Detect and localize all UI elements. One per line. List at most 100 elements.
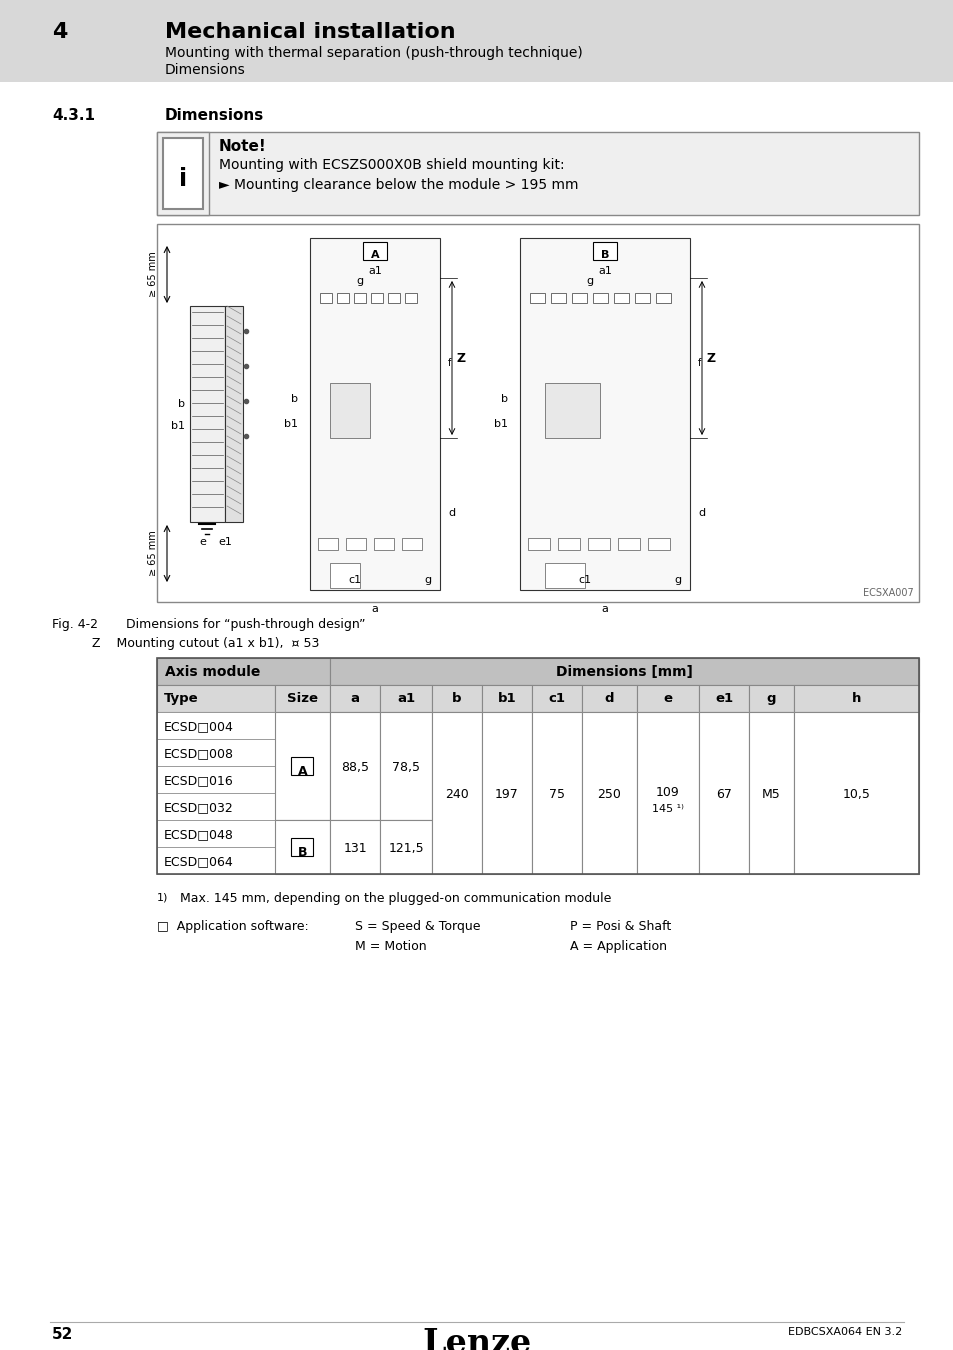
Text: b: b (452, 693, 461, 705)
Bar (330, 657, 918, 684)
Bar (330, 738, 379, 765)
Bar (371, 293, 382, 302)
Bar (637, 684, 699, 711)
Bar (363, 242, 387, 261)
Text: B: B (600, 250, 609, 261)
Bar (656, 293, 670, 302)
Bar (748, 819, 793, 846)
Bar (637, 711, 699, 738)
Text: 67: 67 (716, 788, 731, 801)
Bar (157, 819, 918, 846)
Text: b1: b1 (494, 418, 507, 429)
Bar (481, 819, 532, 846)
Bar (748, 711, 793, 873)
Text: ECSD□064: ECSD□064 (164, 855, 233, 868)
Text: 240: 240 (445, 788, 468, 801)
Text: b: b (178, 400, 185, 409)
Bar (157, 657, 918, 873)
Bar (581, 711, 637, 873)
Text: ► Mounting clearance below the module > 195 mm: ► Mounting clearance below the module > … (219, 178, 578, 192)
Bar (190, 306, 225, 522)
Text: c1: c1 (348, 575, 361, 585)
Text: a1: a1 (368, 266, 381, 275)
Text: ECSXA007: ECSXA007 (862, 589, 913, 598)
Bar (532, 738, 581, 765)
Bar (157, 792, 918, 819)
Text: 197: 197 (495, 788, 518, 801)
Bar (157, 738, 918, 765)
Bar (336, 293, 349, 302)
Bar (163, 138, 203, 209)
Text: Dimensions [mm]: Dimensions [mm] (556, 666, 692, 679)
Bar (274, 846, 330, 873)
Text: Mounting with thermal separation (push-through technique): Mounting with thermal separation (push-t… (165, 46, 582, 59)
Bar (481, 711, 532, 738)
Bar (432, 792, 481, 819)
Bar (793, 738, 918, 765)
Bar (614, 293, 628, 302)
Text: S = Speed & Torque: S = Speed & Torque (355, 919, 480, 933)
Bar (379, 738, 432, 765)
Bar (319, 293, 332, 302)
Bar (379, 711, 432, 738)
Bar (157, 819, 274, 846)
Text: M5: M5 (761, 788, 781, 801)
Bar (330, 765, 379, 792)
Text: 88,5: 88,5 (340, 761, 369, 774)
Bar (481, 738, 532, 765)
Text: Dimensions: Dimensions (165, 108, 264, 123)
Bar (587, 539, 609, 549)
Bar (317, 539, 337, 549)
Bar (699, 684, 748, 711)
Bar (432, 846, 481, 873)
Text: Max. 145 mm, depending on the plugged-on communication module: Max. 145 mm, depending on the plugged-on… (180, 892, 611, 904)
Bar (593, 242, 617, 261)
Bar (699, 738, 748, 765)
Text: i: i (179, 166, 187, 190)
Text: Mechanical installation: Mechanical installation (165, 22, 456, 42)
Bar (530, 293, 544, 302)
Text: e: e (662, 693, 672, 705)
Bar (157, 657, 918, 684)
Text: P = Posi & Shaft: P = Posi & Shaft (569, 919, 671, 933)
Bar (699, 819, 748, 846)
Bar (581, 738, 637, 765)
Bar (532, 711, 581, 738)
Text: a: a (350, 693, 359, 705)
Bar (157, 846, 274, 873)
Bar (481, 846, 532, 873)
Bar (274, 765, 330, 792)
Bar (379, 765, 432, 792)
Text: 131: 131 (343, 842, 366, 855)
Text: 121,5: 121,5 (388, 842, 423, 855)
Text: e: e (199, 537, 206, 547)
Bar (581, 765, 637, 792)
Bar (793, 711, 918, 873)
Text: 4: 4 (52, 22, 68, 42)
Bar (581, 711, 637, 738)
Bar (157, 738, 274, 765)
Text: 78,5: 78,5 (392, 761, 419, 774)
Bar (157, 711, 918, 738)
Text: Size: Size (287, 693, 317, 705)
Bar (225, 306, 243, 522)
Bar (481, 711, 532, 873)
Text: A: A (371, 250, 379, 261)
Bar (432, 711, 481, 873)
Bar (330, 383, 370, 437)
Bar (157, 792, 274, 819)
Text: a: a (601, 603, 608, 614)
Text: a1: a1 (598, 266, 611, 275)
Bar (532, 765, 581, 792)
Bar (699, 846, 748, 873)
Text: Z: Z (706, 351, 716, 364)
Bar (379, 819, 432, 846)
Bar (274, 792, 330, 819)
Bar (274, 738, 330, 765)
Bar (157, 765, 918, 792)
Bar (748, 738, 793, 765)
Bar (432, 819, 481, 846)
Bar (581, 846, 637, 873)
Text: 145 ¹⁾: 145 ¹⁾ (652, 805, 683, 814)
Text: ≥ 65 mm: ≥ 65 mm (148, 251, 158, 297)
